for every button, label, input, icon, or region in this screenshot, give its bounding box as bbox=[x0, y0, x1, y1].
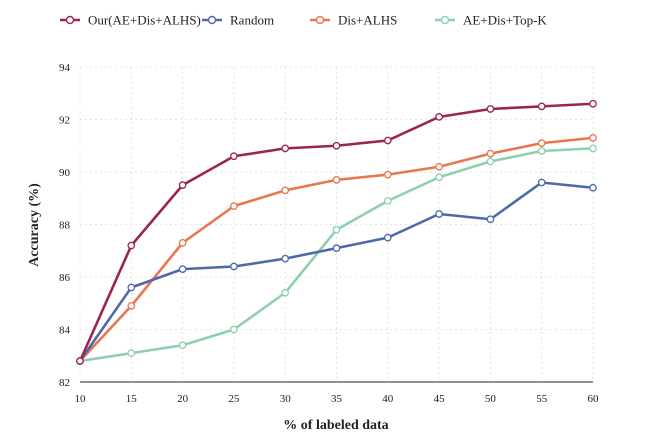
data-point bbox=[383, 170, 392, 179]
y-axis-title: Accuracy (%) bbox=[27, 183, 42, 267]
data-point bbox=[281, 144, 290, 153]
legend-swatch-marker bbox=[207, 15, 217, 25]
data-point bbox=[281, 288, 290, 297]
data-point bbox=[127, 283, 136, 292]
legend-swatch-marker bbox=[315, 15, 325, 25]
data-point bbox=[178, 341, 187, 350]
data-point bbox=[383, 233, 392, 242]
legend-item: Dis+ALHS bbox=[310, 13, 397, 28]
series-layer bbox=[76, 99, 597, 365]
data-point bbox=[230, 262, 238, 271]
data-point bbox=[537, 147, 546, 155]
data-point bbox=[127, 349, 136, 357]
legend-item: AE+Dis+Top-K bbox=[435, 13, 547, 28]
tick-labels: 82 84 86 88 90 92 94 10 15 20 25 30 35 40 45 50 55 60 bbox=[59, 62, 599, 405]
y-tick-label: 82 bbox=[59, 377, 70, 389]
data-point bbox=[127, 241, 136, 250]
legend-swatch-marker bbox=[440, 15, 450, 25]
series-line bbox=[78, 181, 594, 362]
series-0 bbox=[76, 99, 597, 365]
legend: Our(AE+Dis+ALHS) Random Dis+ALHS AE+Dis+Top… bbox=[60, 13, 547, 28]
data-point bbox=[486, 105, 495, 113]
x-tick-label: 30 bbox=[280, 393, 292, 405]
x-tick-label: 40 bbox=[382, 393, 394, 405]
data-point bbox=[435, 162, 443, 171]
data-point bbox=[281, 254, 290, 263]
x-tick-label: 15 bbox=[126, 393, 138, 405]
data-point bbox=[383, 136, 392, 145]
data-point bbox=[230, 152, 238, 161]
x-tick-label: 45 bbox=[434, 393, 446, 405]
data-point bbox=[178, 265, 187, 273]
y-tick-label: 90 bbox=[59, 167, 71, 179]
data-point bbox=[486, 157, 495, 166]
y-tick-label: 92 bbox=[59, 115, 70, 127]
data-point bbox=[589, 134, 597, 142]
y-tick-label: 86 bbox=[59, 272, 71, 284]
x-axis-title: % of labeled data bbox=[283, 418, 388, 433]
x-tick-label: 60 bbox=[588, 393, 600, 405]
x-tick-label: 35 bbox=[331, 393, 343, 405]
legend-label: Our(AE+Dis+ALHS) bbox=[88, 13, 201, 28]
data-point bbox=[230, 202, 238, 210]
data-point bbox=[127, 302, 136, 310]
x-tick-label: 50 bbox=[485, 393, 497, 405]
legend-label: Dis+ALHS bbox=[338, 13, 397, 28]
data-point bbox=[178, 239, 187, 247]
y-tick-label: 94 bbox=[59, 62, 71, 74]
data-point bbox=[537, 178, 546, 187]
data-point bbox=[589, 183, 597, 192]
x-tick-label: 55 bbox=[536, 393, 548, 405]
data-point bbox=[486, 215, 495, 224]
y-tick-label: 84 bbox=[59, 325, 71, 337]
data-point bbox=[332, 225, 341, 234]
data-point bbox=[486, 149, 495, 158]
legend-label: Random bbox=[230, 13, 274, 28]
legend-item: Our(AE+Dis+ALHS) bbox=[60, 13, 201, 28]
data-point bbox=[435, 210, 443, 218]
data-point bbox=[435, 173, 443, 182]
data-point bbox=[332, 244, 341, 252]
legend-item: Random bbox=[202, 13, 274, 28]
grid-layer bbox=[79, 66, 594, 382]
x-tick-label: 20 bbox=[177, 393, 189, 405]
data-point bbox=[230, 325, 238, 334]
series-1 bbox=[76, 178, 597, 365]
data-point bbox=[332, 176, 341, 184]
legend-label: AE+Dis+Top-K bbox=[463, 13, 547, 28]
legend-swatch-marker bbox=[65, 15, 75, 25]
data-point bbox=[281, 186, 290, 195]
data-point bbox=[178, 181, 187, 189]
data-point bbox=[589, 144, 597, 153]
x-tick-label: 10 bbox=[75, 393, 87, 405]
data-point bbox=[537, 102, 546, 111]
data-point bbox=[589, 99, 597, 108]
data-point bbox=[332, 141, 341, 150]
data-point bbox=[76, 357, 84, 365]
data-point bbox=[537, 139, 546, 147]
x-tick-label: 25 bbox=[228, 393, 240, 405]
data-point bbox=[435, 113, 443, 121]
data-point bbox=[383, 197, 392, 205]
y-tick-label: 88 bbox=[59, 220, 71, 232]
